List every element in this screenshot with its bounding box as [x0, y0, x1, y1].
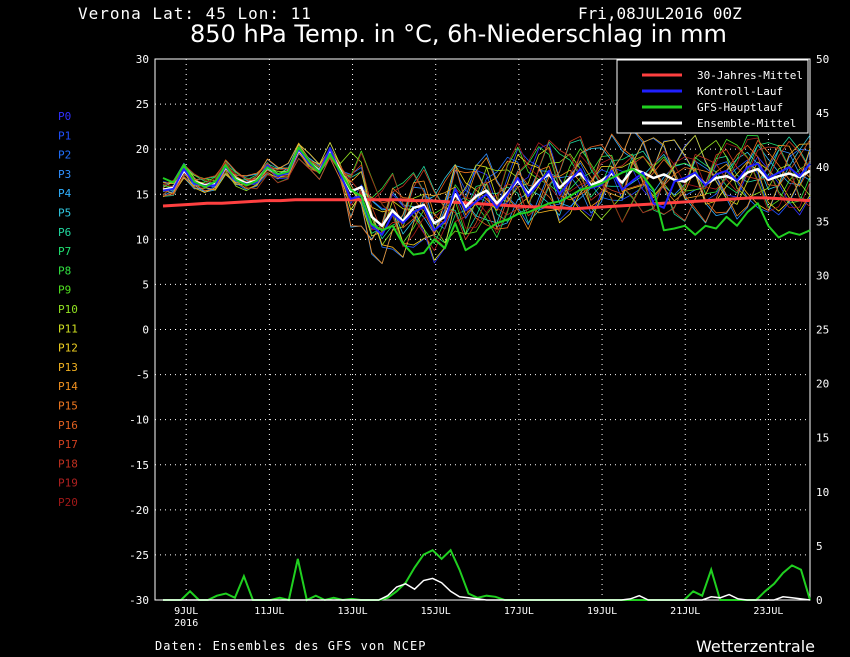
member-label: P11: [58, 322, 78, 335]
x-tick-label: 17JUL: [504, 606, 534, 617]
x-tick-label: 19JUL: [587, 606, 617, 617]
member-label: P7: [58, 245, 71, 258]
y-left-tick-label: 20: [136, 143, 149, 156]
y-left-tick-label: 10: [136, 233, 149, 246]
series-30-jahres-mittel-line: [162, 196, 811, 211]
legend-label: 30-Jahres-Mittel: [697, 69, 803, 82]
member-label: P12: [58, 342, 78, 355]
y-left-tick-label: -25: [129, 549, 149, 562]
station-label: Verona Lat: 45 Lon: 11: [78, 4, 312, 23]
data-source-label: Daten: Ensembles des GFS von NCEP: [155, 639, 427, 653]
member-label: P8: [58, 264, 71, 277]
y-right-tick-label: 15: [816, 432, 829, 445]
precip-gfs-line: [163, 548, 811, 602]
y-left-tick-label: -20: [129, 504, 149, 517]
member-temp-line: [162, 128, 811, 265]
chart-title: 850 hPa Temp. in °C, 6h-Niederschlag in …: [190, 20, 727, 48]
member-label: P16: [58, 419, 78, 432]
y-left-tick-label: -30: [129, 594, 149, 607]
y-right-tick-label: 35: [816, 215, 829, 228]
member-label: P3: [58, 168, 71, 181]
member-temp-line: [162, 139, 811, 248]
member-temp-line: [162, 135, 811, 240]
y-left-tick-label: 30: [136, 53, 149, 66]
brand-label: Wetterzentrale: [696, 637, 816, 656]
member-label: P2: [58, 149, 71, 162]
member-label: P20: [58, 496, 78, 509]
y-left-tick-label: 25: [136, 98, 149, 111]
legend-label: Kontroll-Lauf: [697, 85, 783, 98]
legend-label: GFS-Hauptlauf: [697, 101, 783, 114]
x-tick-label: 23JUL: [753, 606, 783, 617]
legend-label: Ensemble-Mittel: [697, 117, 796, 130]
x-tick-sublabel: 2016: [174, 618, 198, 629]
member-label: P1: [58, 129, 71, 142]
member-temp-line: [162, 134, 811, 240]
member-label: P10: [58, 303, 78, 316]
y-left-tick-label: 5: [142, 278, 149, 291]
member-temp-line: [162, 134, 811, 235]
y-right-tick-label: 40: [816, 161, 829, 174]
x-tick-label: 11JUL: [254, 606, 284, 617]
y-right-tick-label: 10: [816, 486, 829, 499]
y-right-tick-label: 0: [816, 594, 823, 607]
member-temp-line: [162, 136, 811, 240]
member-label: P6: [58, 226, 71, 239]
member-temp-line: [162, 129, 811, 265]
member-label: P19: [58, 477, 78, 490]
y-left-tick-label: 0: [142, 324, 149, 337]
series-gfs-hauptlauf-line: [162, 146, 811, 256]
member-temp-line: [162, 139, 811, 230]
plot-frame: [154, 58, 811, 601]
member-temp-line: [162, 142, 811, 248]
member-label: P17: [58, 438, 78, 451]
member-temp-line: [162, 133, 811, 241]
y-right-tick-label: 5: [816, 540, 823, 553]
member-label: P4: [58, 187, 72, 200]
y-right-tick-label: 45: [816, 107, 829, 120]
x-tick-label: 15JUL: [421, 606, 451, 617]
x-tick-label: 21JUL: [670, 606, 700, 617]
legend-box: [616, 59, 809, 134]
member-label: P13: [58, 361, 78, 374]
member-label: P0: [58, 110, 71, 123]
y-left-tick-label: -5: [136, 369, 149, 382]
member-label: P14: [58, 380, 78, 393]
x-tick-label: 9JUL: [174, 606, 198, 617]
member-label: P5: [58, 207, 71, 220]
y-right-tick-label: 25: [816, 324, 829, 337]
y-right-tick-label: 50: [816, 53, 829, 66]
y-left-tick-label: 15: [136, 188, 149, 201]
member-label: P9: [58, 284, 71, 297]
y-left-tick-label: -10: [129, 414, 149, 427]
x-tick-label: 13JUL: [337, 606, 367, 617]
member-label: P18: [58, 457, 78, 470]
y-left-tick-label: -15: [129, 459, 149, 472]
run-datetime: Fri,08JUL2016 00Z: [578, 4, 742, 23]
member-label: P15: [58, 400, 78, 413]
y-right-tick-label: 20: [816, 378, 829, 391]
precip-mean-line: [163, 577, 811, 601]
y-right-tick-label: 30: [816, 269, 829, 282]
